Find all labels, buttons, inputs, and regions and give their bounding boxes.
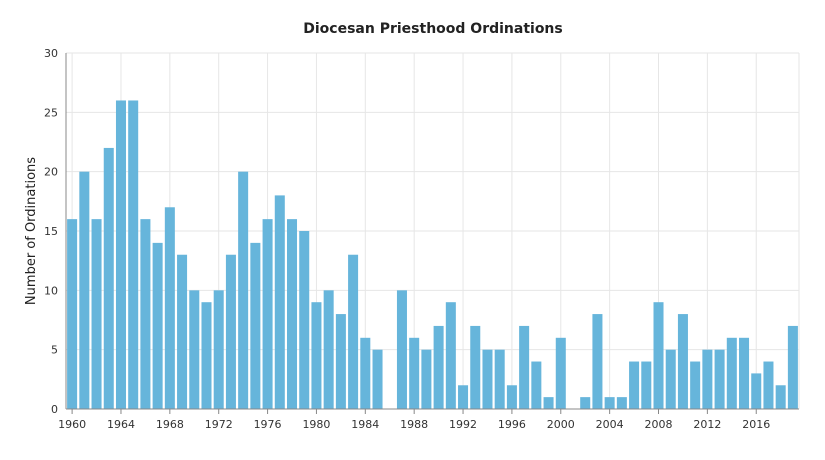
y-tick-label: 10 xyxy=(44,284,58,297)
bar[interactable] xyxy=(250,242,261,409)
y-tick-label: 15 xyxy=(44,225,58,238)
y-tick-label: 20 xyxy=(44,166,58,179)
tick-labels: 0 5 10 15 20 25 30 1960 1964 1968 1972 1976 1980 1984… xyxy=(44,47,770,431)
x-tick-label: 1996 xyxy=(498,418,526,431)
bar[interactable] xyxy=(653,302,664,409)
bar[interactable] xyxy=(164,207,175,409)
bar[interactable] xyxy=(262,219,273,409)
bar[interactable] xyxy=(751,373,762,409)
bar[interactable] xyxy=(592,314,603,409)
chart-title: Diocesan Priesthood Ordinations xyxy=(303,21,563,37)
x-tick-label: 1984 xyxy=(351,418,379,431)
y-tick-label: 5 xyxy=(51,344,58,357)
bars xyxy=(67,100,798,409)
bar[interactable] xyxy=(177,254,188,409)
y-tick-label: 25 xyxy=(44,106,58,119)
bar[interactable] xyxy=(677,314,688,409)
bar[interactable] xyxy=(115,100,126,409)
bar[interactable] xyxy=(787,325,798,409)
x-tick-label: 1980 xyxy=(302,418,330,431)
bar[interactable] xyxy=(494,349,505,409)
bar[interactable] xyxy=(555,337,566,409)
bar[interactable] xyxy=(482,349,493,409)
x-tick-label: 2008 xyxy=(645,418,673,431)
bar[interactable] xyxy=(396,290,407,409)
x-tick-label: 1988 xyxy=(400,418,428,431)
bar[interactable] xyxy=(690,361,701,409)
bar[interactable] xyxy=(531,361,542,409)
bar[interactable] xyxy=(67,219,78,409)
bar[interactable] xyxy=(299,231,310,409)
bar[interactable] xyxy=(726,337,737,409)
bar[interactable] xyxy=(763,361,774,409)
bar[interactable] xyxy=(702,349,713,409)
bar[interactable] xyxy=(213,290,224,409)
x-tick-label: 1972 xyxy=(205,418,233,431)
bar[interactable] xyxy=(152,242,163,409)
y-tick-label: 0 xyxy=(51,403,58,416)
x-tick-label: 1964 xyxy=(107,418,135,431)
bar[interactable] xyxy=(580,397,591,409)
bar[interactable] xyxy=(360,337,371,409)
bar[interactable] xyxy=(445,302,456,409)
bar[interactable] xyxy=(238,171,249,409)
bar[interactable] xyxy=(519,325,530,409)
bar[interactable] xyxy=(91,219,102,409)
x-tick-label: 2016 xyxy=(742,418,770,431)
bar[interactable] xyxy=(775,385,786,409)
x-tick-label: 1976 xyxy=(254,418,282,431)
x-tick-label: 1992 xyxy=(449,418,477,431)
x-tick-label: 2000 xyxy=(547,418,575,431)
bar[interactable] xyxy=(274,195,285,409)
x-tick-label: 2004 xyxy=(596,418,624,431)
y-tick-label: 30 xyxy=(44,47,58,60)
x-tick-label: 2012 xyxy=(693,418,721,431)
bar[interactable] xyxy=(225,254,236,409)
bar[interactable] xyxy=(348,254,359,409)
bar[interactable] xyxy=(79,171,90,409)
bar[interactable] xyxy=(458,385,469,409)
bar[interactable] xyxy=(103,147,114,409)
y-axis-label: Number of Ordinations xyxy=(24,157,39,305)
bar[interactable] xyxy=(616,397,627,409)
bar[interactable] xyxy=(201,302,212,409)
bar[interactable] xyxy=(629,361,640,409)
bar[interactable] xyxy=(470,325,481,409)
gridlines xyxy=(66,52,800,410)
bar[interactable] xyxy=(372,349,383,409)
bar[interactable] xyxy=(421,349,432,409)
bar[interactable] xyxy=(641,361,652,409)
bar[interactable] xyxy=(287,219,298,409)
bar[interactable] xyxy=(128,100,139,409)
x-tick-label: 1968 xyxy=(156,418,184,431)
x-tick-label: 1960 xyxy=(58,418,86,431)
bar[interactable] xyxy=(506,385,517,409)
bar[interactable] xyxy=(543,397,554,409)
bar[interactable] xyxy=(409,337,420,409)
bar[interactable] xyxy=(140,219,151,409)
bar[interactable] xyxy=(433,325,444,409)
bar[interactable] xyxy=(714,349,725,409)
bar[interactable] xyxy=(604,397,615,409)
bar[interactable] xyxy=(739,337,750,409)
bar[interactable] xyxy=(189,290,200,409)
bar[interactable] xyxy=(665,349,676,409)
axes xyxy=(65,53,799,414)
bar[interactable] xyxy=(311,302,322,409)
bar[interactable] xyxy=(335,314,346,409)
bar[interactable] xyxy=(323,290,334,409)
